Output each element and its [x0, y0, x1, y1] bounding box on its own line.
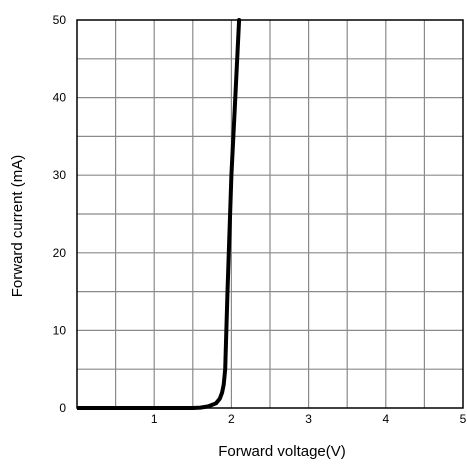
- y-axis-title: Forward current (mA): [9, 155, 26, 298]
- x-axis-title: Forward voltage(V): [218, 443, 346, 460]
- x-tick-label: 1: [151, 412, 158, 426]
- y-tick-label: 30: [53, 168, 67, 182]
- plot-frame: [76, 19, 464, 409]
- y-tick-label: 40: [53, 91, 67, 105]
- grid: [77, 20, 463, 408]
- x-tick-label: 5: [460, 412, 467, 426]
- x-tick-label: 2: [228, 412, 235, 426]
- y-tick-label: 10: [53, 323, 67, 337]
- x-tick-label: 4: [382, 412, 389, 426]
- y-tick-label: 50: [53, 13, 67, 27]
- x-tick-label: 3: [305, 412, 312, 426]
- y-tick-label: 0: [59, 401, 66, 415]
- y-tick-label: 20: [53, 246, 67, 260]
